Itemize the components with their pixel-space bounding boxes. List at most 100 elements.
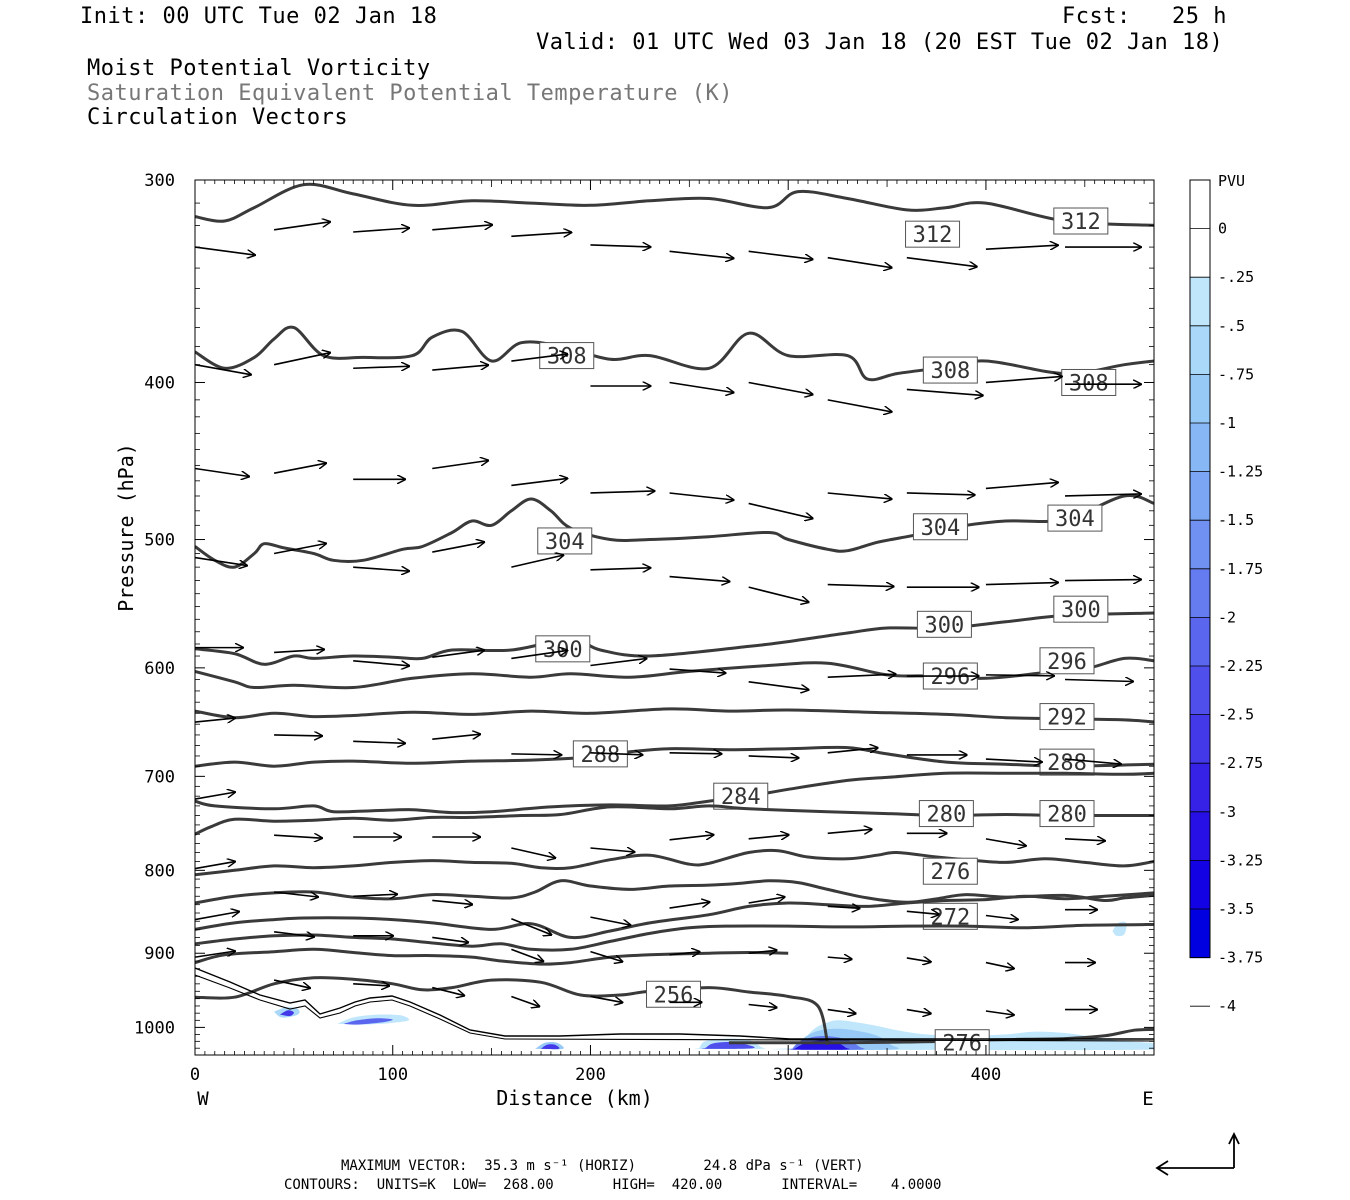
circulation-vector xyxy=(748,250,813,259)
field-title-pv: Moist Potential Vorticity xyxy=(87,56,431,81)
reference-vector-icon xyxy=(1155,1131,1240,1176)
max-vector-note: MAXIMUM VECTOR: 35.3 m s⁻¹ (HORIZ) 24.8 … xyxy=(341,1158,864,1174)
axis-layer: 300 400 500 600 700 800 900 1000 0 100 200 300 400 Di… xyxy=(114,171,1154,1110)
circulation-vector xyxy=(1064,839,1105,841)
svg-text:288: 288 xyxy=(580,743,620,768)
circulation-vector xyxy=(1064,758,1121,764)
circulation-vector xyxy=(985,675,1054,676)
circulation-vector xyxy=(748,681,809,690)
pv-fill-patch xyxy=(343,1018,393,1025)
y-tick-label: 700 xyxy=(144,767,175,787)
circulation-vector xyxy=(985,759,1042,762)
circulation-vector xyxy=(590,995,622,1002)
circulation-vector xyxy=(590,950,622,962)
circulation-vector xyxy=(906,493,975,495)
colorbar-label: -3.25 xyxy=(1218,851,1263,869)
circulation-vector xyxy=(827,957,852,959)
circulation-vector xyxy=(353,984,389,986)
circulation-vector xyxy=(590,753,642,755)
x-tick-label: 200 xyxy=(575,1065,606,1085)
circulation-vector xyxy=(827,829,872,833)
circulation-vector xyxy=(274,891,318,897)
circulation-vector xyxy=(827,1010,856,1014)
theta-contour-256 xyxy=(195,976,830,1046)
circulation-vector xyxy=(669,902,710,909)
circulation-vector xyxy=(195,792,235,800)
init-time: Init: 00 UTC Tue 02 Jan 18 xyxy=(80,4,438,29)
colorbar-label: -3 xyxy=(1218,803,1236,821)
circulation-vector xyxy=(590,245,650,247)
circulation-vector xyxy=(273,931,314,937)
circulation-vector xyxy=(195,862,235,870)
circulation-vector xyxy=(195,246,255,255)
circulation-vector xyxy=(511,478,567,487)
svg-text:304: 304 xyxy=(921,516,961,541)
contour-label: 284 xyxy=(713,782,769,810)
colorbar-label: -2.25 xyxy=(1218,657,1263,675)
circulation-vector xyxy=(827,674,896,677)
circulation-vector xyxy=(906,256,977,267)
x-tick-label: 0 xyxy=(190,1065,200,1085)
circulation-vector xyxy=(1064,679,1133,681)
svg-text:256: 256 xyxy=(654,983,694,1008)
x-tick-label: 300 xyxy=(773,1065,804,1085)
circulation-vector xyxy=(590,491,654,493)
circulation-vector xyxy=(748,381,813,394)
contour-label: 280 xyxy=(918,800,974,828)
circulation-vector xyxy=(432,461,488,470)
contour-label: 300 xyxy=(1053,595,1109,623)
svg-text:300: 300 xyxy=(925,613,965,638)
circulation-vector xyxy=(827,585,894,587)
theta-contour-292 xyxy=(195,707,1154,724)
y-axis-label: Pressure (hPa) xyxy=(114,443,138,612)
circulation-vector xyxy=(273,463,326,474)
contour-label: 296 xyxy=(1039,647,1095,675)
svg-text:312: 312 xyxy=(1061,210,1101,235)
circulation-vector xyxy=(906,388,983,395)
circulation-vector xyxy=(985,1011,1014,1015)
circulation-vector xyxy=(985,376,1062,384)
circulation-vector xyxy=(827,906,860,908)
circulation-vector xyxy=(985,961,1014,969)
circulation-vector xyxy=(827,399,892,412)
contour-label: 304 xyxy=(537,527,593,555)
circulation-vector xyxy=(669,492,734,500)
y-tick-label: 300 xyxy=(144,171,175,191)
circulation-vector xyxy=(985,915,1018,919)
circulation-vector xyxy=(748,897,785,904)
y-tick-label: 400 xyxy=(144,373,175,393)
y-tick-label: 1000 xyxy=(134,1018,175,1038)
terrain-layer xyxy=(195,967,1154,1042)
circulation-vector xyxy=(274,735,322,736)
svg-text:300: 300 xyxy=(1061,598,1101,623)
circulation-vector xyxy=(353,366,409,368)
circulation-vector xyxy=(985,482,1058,490)
colorbar-swatch xyxy=(1190,666,1210,716)
theta-contour-308 xyxy=(195,325,1154,382)
forecast-hour: Fcst: 25 h xyxy=(1062,4,1227,29)
colorbar-swatch xyxy=(1190,811,1210,861)
circulation-vector xyxy=(511,995,539,1006)
contour-label: 300 xyxy=(916,610,972,638)
svg-text:308: 308 xyxy=(547,345,587,370)
colorbar-label: -2.75 xyxy=(1218,754,1263,772)
colorbar-swatch xyxy=(1190,520,1210,570)
circulation-vector xyxy=(985,583,1058,585)
circulation-vector xyxy=(274,649,324,652)
svg-text:304: 304 xyxy=(545,530,585,555)
circulation-vector xyxy=(1064,494,1141,496)
circulation-vector xyxy=(590,568,650,570)
theta-contour-296 xyxy=(195,656,1154,690)
contour-label: 308 xyxy=(1061,368,1117,396)
colorbar-swatch xyxy=(1190,228,1210,278)
circulation-vector xyxy=(511,232,571,236)
circulation-vector xyxy=(353,228,409,232)
circulation-vector xyxy=(669,575,730,582)
svg-text:276: 276 xyxy=(942,1032,982,1057)
contour-label: 276 xyxy=(922,857,978,885)
circulation-vector xyxy=(353,659,409,666)
colorbar-swatch xyxy=(1190,860,1210,910)
colorbar-swatch xyxy=(1190,763,1210,813)
reference-vector-horizontal xyxy=(1155,1160,1234,1176)
